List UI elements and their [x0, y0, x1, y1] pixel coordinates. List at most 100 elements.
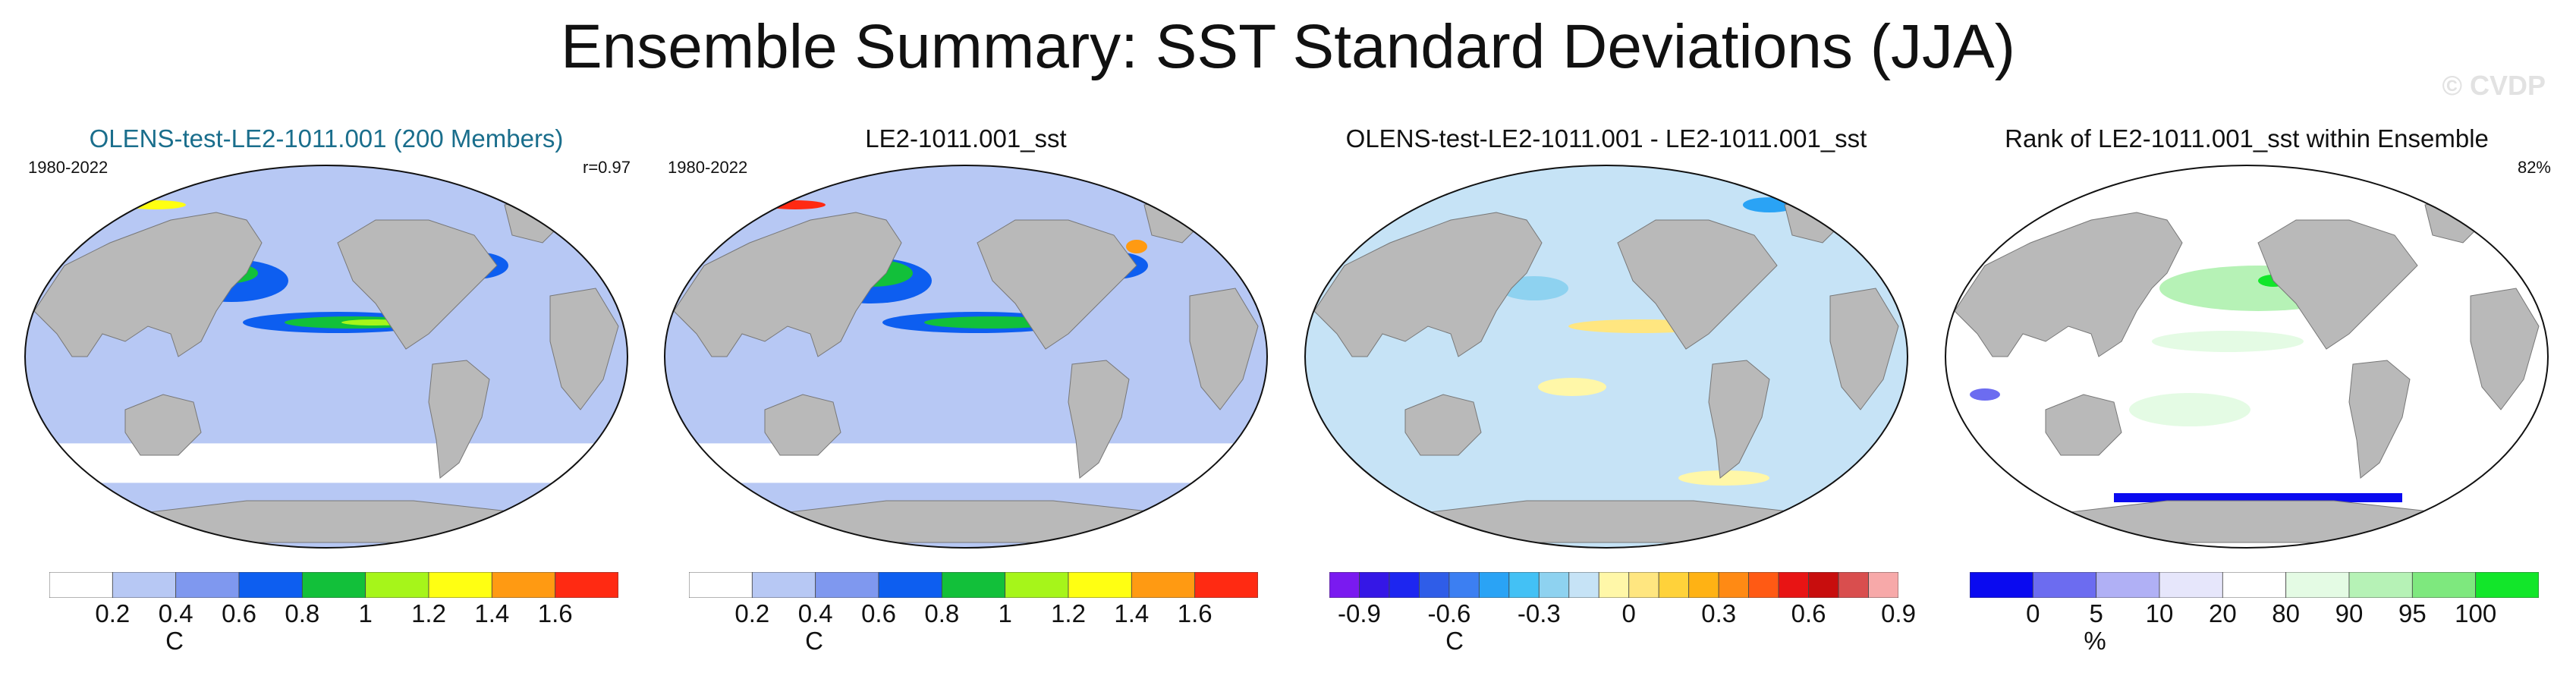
colorbar — [1329, 572, 1898, 598]
australia-land — [764, 394, 841, 456]
colorbar-swatch — [2096, 572, 2160, 598]
map-panel-difference: OLENS-test-LE2-1011.001 - LE2-1011.001_s… — [1291, 114, 1921, 668]
colorbar-swatch — [1598, 572, 1630, 598]
colorbar — [49, 572, 618, 598]
colorbar-tick-label: 0.2 — [734, 599, 770, 627]
colorbar-unit: C — [165, 627, 184, 655]
southern-ocean-low — [25, 443, 627, 483]
africa-land — [1829, 288, 1899, 410]
colorbar-swatch — [2411, 572, 2477, 598]
colorbar-swatch — [365, 572, 429, 598]
colorbar-swatch — [49, 572, 113, 598]
colorbar-tick-label: 5 — [2089, 599, 2103, 627]
asia-land — [673, 212, 902, 357]
colorbar-swatch — [1838, 572, 1869, 598]
colorbar-tick-label: -0.9 — [1338, 599, 1381, 627]
southern-ocean-diff — [1678, 470, 1769, 486]
arctic-anomaly — [125, 200, 186, 209]
colorbar — [1970, 572, 2539, 598]
panel-title: OLENS-test-LE2-1011.001 (200 Members) — [89, 124, 564, 152]
colorbar-swatch — [301, 572, 366, 598]
colorbar-tick-label: 0.6 — [1791, 599, 1826, 627]
colorbar-unit: C — [1445, 627, 1464, 655]
colorbar-tick-label: 80 — [2272, 599, 2301, 627]
panel-title: OLENS-test-LE2-1011.001 - LE2-1011.001_s… — [1345, 124, 1867, 152]
colorbar-swatch — [2222, 572, 2287, 598]
colorbar-swatch — [555, 572, 618, 598]
australia-land — [1404, 394, 1482, 456]
world-map — [1304, 165, 1908, 549]
colorbar-swatch — [1359, 572, 1390, 598]
panel-rank-percent: 82% — [2517, 158, 2551, 177]
antarctic-rank-low — [2114, 493, 2402, 502]
map-outline — [1304, 165, 1908, 549]
cvdp-watermark: © CVDP — [2442, 70, 2546, 101]
arctic-anomaly — [765, 200, 826, 209]
colorbar-swatch — [1419, 572, 1450, 598]
ocean-fill — [665, 165, 1267, 548]
world-map — [24, 165, 628, 549]
south-america-land — [2348, 360, 2411, 479]
panel-title: Rank of LE2-1011.001_sst within Ensemble — [2005, 124, 2489, 152]
colorbar-swatch — [1688, 572, 1719, 598]
colorbar-swatch — [2475, 572, 2539, 598]
world-map — [664, 165, 1268, 549]
colorbar-tick-label: 0.2 — [95, 599, 131, 627]
colorbar-swatch — [1808, 572, 1839, 598]
south-pacific-diff — [1538, 378, 1606, 396]
colorbar-swatch — [1329, 572, 1360, 598]
africa-land — [2470, 288, 2540, 410]
colorbar-swatch — [2348, 572, 2413, 598]
africa-land — [549, 288, 619, 410]
colorbar-tick-label: 0.8 — [285, 599, 320, 627]
colorbar — [689, 572, 1258, 598]
asia-land — [1954, 212, 2183, 357]
map-outline — [24, 165, 628, 549]
colorbar-swatch — [238, 572, 303, 598]
map-outline — [1945, 165, 2549, 549]
colorbar-swatch — [1718, 572, 1750, 598]
colorbar-tick-label: -0.6 — [1427, 599, 1471, 627]
north-america-land — [337, 219, 498, 350]
asia-land — [33, 212, 263, 357]
map-panel-member: LE2-1011.001_sst 1980-2022 0.2 0.4 0.6 0.8 1… — [651, 114, 1281, 668]
colorbar-tick-label: 20 — [2208, 599, 2237, 627]
colorbar-tick-label: 10 — [2145, 599, 2174, 627]
colorbar-tick-label: 0.3 — [1701, 599, 1737, 627]
map-outline — [664, 165, 1268, 549]
colorbar-swatch — [1194, 572, 1258, 598]
colorbar-swatch — [1658, 572, 1690, 598]
panel-period-label: 1980-2022 — [28, 158, 109, 177]
colorbar-swatch — [1389, 572, 1420, 598]
colorbar-tick-label: 1.2 — [411, 599, 446, 627]
colorbar-tick-label: -0.3 — [1517, 599, 1561, 627]
colorbar-tick-label: 1.4 — [474, 599, 510, 627]
colorbar-tick-label: 0 — [2026, 599, 2040, 627]
colorbar-swatch — [1448, 572, 1480, 598]
colorbar-tick-label: 1.6 — [1177, 599, 1213, 627]
colorbar-swatch — [878, 572, 942, 598]
southern-ocean-low — [665, 443, 1267, 483]
south-america-land — [1708, 360, 1770, 479]
colorbar-tick-label: 0.9 — [1881, 599, 1916, 627]
colorbar-swatch — [689, 572, 753, 598]
australia-land — [124, 394, 202, 456]
colorbar-tick-label: 95 — [2398, 599, 2427, 627]
colorbar-tick-label: 0.4 — [158, 599, 193, 627]
colorbar-unit: C — [805, 627, 823, 655]
colorbar-swatch — [1131, 572, 1196, 598]
colorbar-tick-label: 1 — [358, 599, 373, 627]
colorbar-swatch — [2159, 572, 2223, 598]
ocean-fill — [25, 165, 627, 548]
colorbar-tick-label: 0 — [1621, 599, 1636, 627]
colorbar-tick-label: 1 — [998, 599, 1012, 627]
colorbar-tick-label: 1.2 — [1051, 599, 1086, 627]
ocean-fill — [1305, 165, 1908, 548]
labrador-peak — [1126, 240, 1147, 253]
colorbar-swatch — [1068, 572, 1132, 598]
figure-title: Ensemble Summary: SST Standard Deviation… — [560, 12, 2016, 81]
southern-rank — [2129, 393, 2250, 426]
asia-land — [1313, 212, 1543, 357]
colorbar-swatch — [1868, 572, 1898, 598]
colorbar-unit: % — [2084, 627, 2106, 655]
